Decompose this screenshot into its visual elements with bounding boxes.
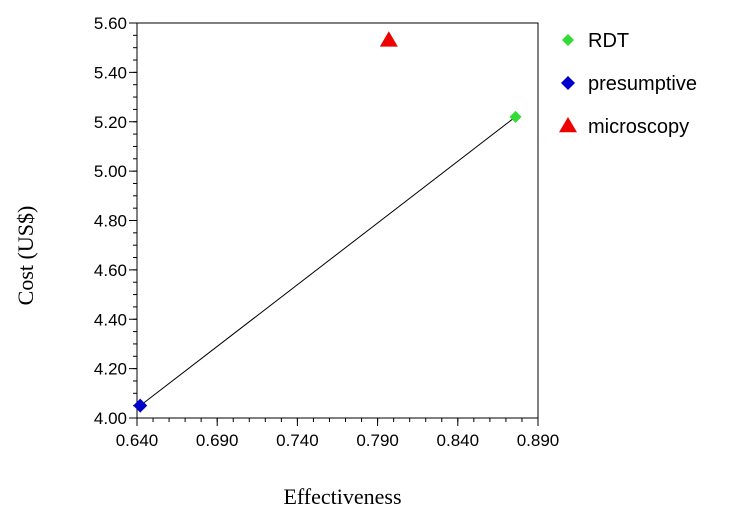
- x-tick-label: 0.890: [517, 431, 560, 450]
- y-tick-label: 4.00: [94, 409, 127, 428]
- x-tick-labels: 0.640 0.690 0.740 0.790 0.840 0.890: [116, 431, 560, 450]
- y-tick-label: 4.80: [94, 212, 127, 231]
- y-tick-label: 5.00: [94, 162, 127, 181]
- legend-marker-rdt: [562, 34, 574, 46]
- y-tick-label: 4.20: [94, 360, 127, 379]
- plot-area-frame: [136, 22, 539, 419]
- legend-marker-presumptive: [561, 76, 575, 90]
- y-axis-title: Cost (US$): [13, 206, 38, 306]
- data-points: [133, 31, 522, 413]
- major-ticks: [129, 22, 539, 426]
- x-tick-label: 0.740: [276, 431, 319, 450]
- y-tick-label: 4.60: [94, 261, 127, 280]
- x-tick-label: 0.640: [116, 431, 159, 450]
- y-tick-label: 5.40: [94, 63, 127, 82]
- y-tick-labels: 4.00 4.20 4.40 4.60 4.80 5.00 5.20 5.40 5.60: [94, 14, 127, 428]
- point-presumptive: [133, 398, 148, 413]
- point-rdt: [509, 110, 522, 123]
- point-microscopy: [379, 31, 398, 47]
- x-tick-label: 0.790: [356, 431, 399, 450]
- efficiency-frontier-line: [139, 116, 516, 407]
- legend-label-presumptive: presumptive: [588, 73, 697, 95]
- legend-marker-microscopy: [559, 117, 577, 133]
- minor-ticks: [133, 22, 539, 422]
- legend-label-rdt: RDT: [588, 30, 629, 52]
- y-tick-label: 5.60: [94, 14, 127, 33]
- legend-label-microscopy: microscopy: [588, 116, 689, 138]
- y-tick-label: 5.20: [94, 113, 127, 132]
- legend: RDT presumptive microscopy: [559, 30, 697, 138]
- x-axis-title: Effectiveness: [283, 484, 401, 509]
- x-tick-label: 0.840: [437, 431, 480, 450]
- y-tick-label: 4.40: [94, 310, 127, 329]
- x-tick-label: 0.690: [196, 431, 239, 450]
